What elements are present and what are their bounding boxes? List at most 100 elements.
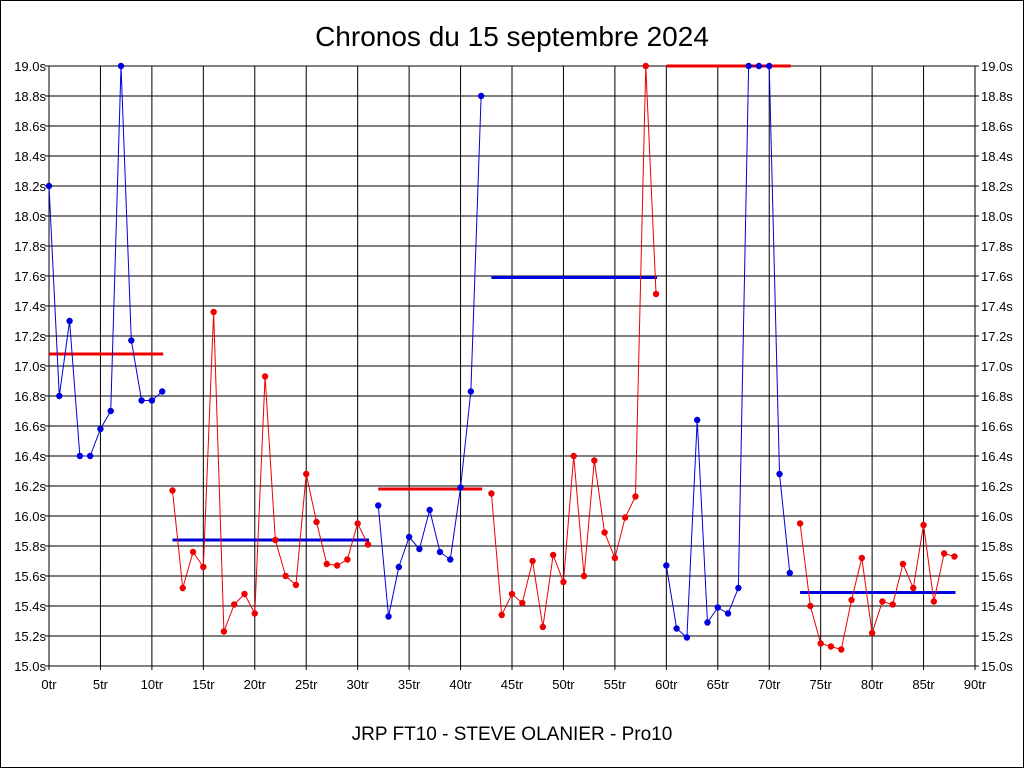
data-point — [405, 533, 413, 541]
x-tick-label: 30tr — [346, 677, 369, 692]
data-point — [220, 628, 228, 635]
data-point — [745, 62, 752, 70]
data-point — [303, 470, 310, 478]
data-point — [169, 487, 176, 494]
y-tick-label-left: 18.2s — [14, 179, 46, 194]
x-tick-label: 40tr — [449, 677, 472, 692]
data-point — [128, 337, 135, 344]
data-point — [560, 578, 567, 586]
data-point — [838, 646, 845, 653]
y-tick-label-right: 18.0s — [981, 209, 1013, 224]
data-point — [56, 392, 63, 400]
series-line — [48, 65, 163, 457]
y-tick-label-left: 16.0s — [14, 509, 46, 524]
series-6 — [796, 520, 958, 653]
y-tick-label-left: 17.6s — [14, 269, 46, 284]
chart-title: Chronos du 15 septembre 2024 — [315, 21, 709, 52]
data-point — [796, 520, 804, 527]
chart-grid — [48, 65, 976, 667]
data-point — [323, 560, 330, 568]
x-tick-label: 10tr — [141, 677, 164, 692]
data-point — [910, 584, 917, 592]
data-point — [755, 62, 763, 70]
data-series — [45, 62, 958, 653]
data-point — [580, 572, 588, 580]
y-tick-label-right: 18.4s — [981, 149, 1013, 164]
y-tick-label-right: 15.6s — [981, 569, 1013, 584]
x-tick-label: 0tr — [41, 677, 57, 692]
data-point — [642, 62, 649, 70]
data-point — [766, 62, 773, 70]
y-tick-label-left: 15.4s — [14, 599, 46, 614]
data-point — [807, 602, 814, 610]
y-tick-label-left: 16.2s — [14, 479, 46, 494]
data-point — [488, 490, 495, 497]
series-line — [377, 95, 482, 617]
x-tick-label: 25tr — [295, 677, 318, 692]
y-tick-label-left: 17.2s — [14, 329, 46, 344]
data-point — [570, 452, 577, 460]
data-point — [951, 553, 958, 560]
data-point — [673, 625, 680, 632]
data-point — [76, 452, 84, 460]
mean-lines — [49, 64, 956, 594]
data-point — [148, 397, 156, 404]
y-tick-label-left: 15.8s — [14, 539, 46, 554]
series-line — [171, 311, 369, 632]
y-tick-label-right: 17.0s — [981, 359, 1013, 374]
data-point — [231, 601, 238, 608]
y-tick-label-left: 17.0s — [14, 359, 46, 374]
y-tick-label-left: 18.6s — [14, 119, 46, 134]
data-point — [66, 317, 73, 325]
y-tick-label-right: 19.0s — [981, 59, 1013, 74]
series-3 — [375, 92, 485, 620]
y-tick-label-right: 15.2s — [981, 629, 1013, 644]
data-point — [899, 560, 907, 568]
data-point — [714, 604, 721, 611]
data-point — [817, 640, 824, 647]
data-point — [508, 590, 516, 598]
data-point — [344, 556, 351, 563]
series-line — [799, 523, 955, 651]
y-tick-label-left: 16.8s — [14, 389, 46, 404]
y-tick-label-right: 16.8s — [981, 389, 1013, 404]
x-tick-label: 45tr — [501, 677, 524, 692]
data-point — [282, 572, 289, 580]
data-point — [611, 554, 619, 562]
y-tick-label-left: 18.0s — [14, 209, 46, 224]
x-tick-label: 70tr — [758, 677, 781, 692]
y-tick-label-left: 19.0s — [14, 59, 46, 74]
y-tick-label-right: 16.4s — [981, 449, 1013, 464]
x-tick-label: 80tr — [861, 677, 884, 692]
data-point — [858, 554, 866, 562]
data-point — [86, 452, 94, 460]
data-point — [426, 506, 433, 514]
data-point — [467, 388, 475, 395]
data-point — [879, 598, 886, 605]
series-line — [665, 65, 791, 639]
data-point — [189, 548, 197, 556]
x-tick-label: 35tr — [398, 677, 421, 692]
y-tick-label-left: 18.4s — [14, 149, 46, 164]
chart-subtitle: JRP FT10 - STEVE OLANIER - Pro10 — [352, 724, 673, 745]
x-tick-label: 60tr — [655, 677, 678, 692]
x-tick-label: 85tr — [912, 677, 935, 692]
series-line — [490, 65, 657, 628]
data-point — [385, 613, 392, 620]
y-tick-label-right: 18.6s — [981, 119, 1013, 134]
y-tick-label-right: 15.8s — [981, 539, 1013, 554]
data-point — [786, 569, 793, 577]
x-tick-label: 15tr — [192, 677, 215, 692]
y-tick-label-left: 15.0s — [14, 659, 46, 674]
data-point — [868, 629, 876, 637]
series-4 — [488, 62, 660, 631]
data-point — [138, 397, 145, 404]
data-point — [930, 598, 938, 605]
data-point — [272, 536, 279, 544]
data-point — [940, 550, 948, 557]
data-point — [776, 470, 783, 478]
x-tick-label: 55tr — [604, 677, 627, 692]
data-point — [632, 493, 639, 500]
data-point — [621, 514, 629, 521]
